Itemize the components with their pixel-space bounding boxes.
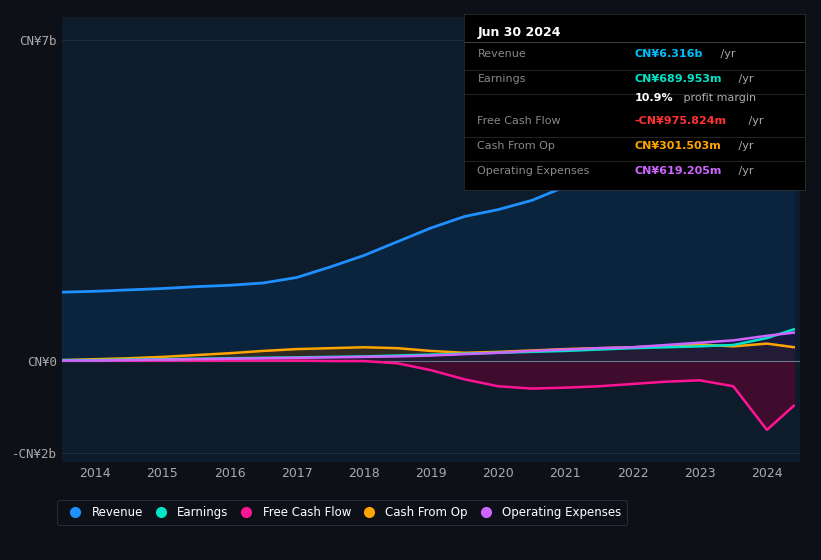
Text: /yr: /yr — [736, 141, 754, 151]
Text: CN¥301.503m: CN¥301.503m — [635, 141, 721, 151]
Text: Earnings: Earnings — [478, 74, 526, 84]
Text: /yr: /yr — [736, 74, 754, 84]
Legend: Revenue, Earnings, Free Cash Flow, Cash From Op, Operating Expenses: Revenue, Earnings, Free Cash Flow, Cash … — [57, 500, 627, 525]
Text: Revenue: Revenue — [478, 49, 526, 59]
Text: CN¥6.316b: CN¥6.316b — [635, 49, 703, 59]
Text: CN¥619.205m: CN¥619.205m — [635, 166, 722, 176]
Text: 10.9%: 10.9% — [635, 94, 673, 104]
Text: /yr: /yr — [717, 49, 736, 59]
Text: CN¥689.953m: CN¥689.953m — [635, 74, 722, 84]
Text: profit margin: profit margin — [681, 94, 756, 104]
Text: Jun 30 2024: Jun 30 2024 — [478, 26, 561, 39]
Text: /yr: /yr — [736, 166, 754, 176]
Text: Cash From Op: Cash From Op — [478, 141, 555, 151]
Text: Operating Expenses: Operating Expenses — [478, 166, 589, 176]
Text: Free Cash Flow: Free Cash Flow — [478, 116, 561, 127]
Text: -CN¥975.824m: -CN¥975.824m — [635, 116, 727, 127]
Text: /yr: /yr — [745, 116, 763, 127]
